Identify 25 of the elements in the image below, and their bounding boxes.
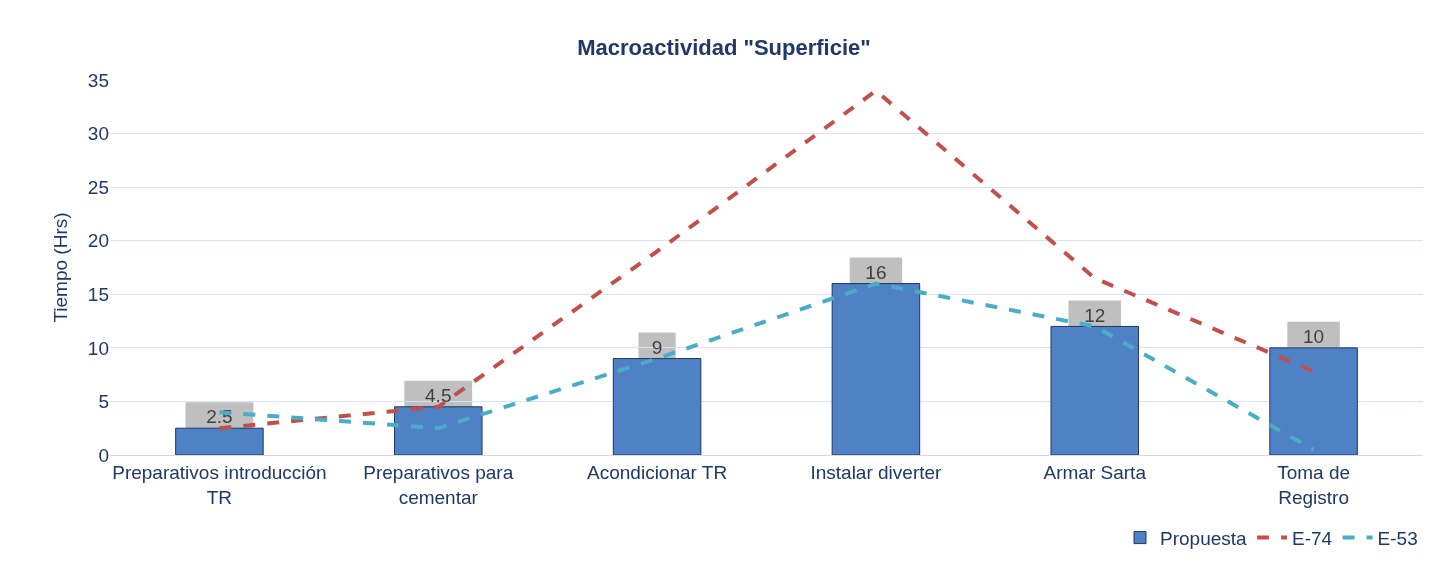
y-tick-label: 0 xyxy=(98,444,109,466)
data-label: 12 xyxy=(1084,304,1106,326)
x-tick-label: Toma de Registro xyxy=(1277,461,1351,508)
y-axis-title: Tiempo (Hrs) xyxy=(49,212,71,323)
legend-label: Propuesta xyxy=(1160,528,1248,550)
y-tick-label: 15 xyxy=(87,283,109,305)
x-tick-label: Preparativos para cementar xyxy=(363,461,514,508)
data-label: 4.5 xyxy=(425,385,452,407)
y-tick-label: 20 xyxy=(87,230,109,252)
x-tick-label: Instalar diverter xyxy=(810,461,943,483)
x-tick-label: Acondicionar TR xyxy=(587,461,728,483)
x-tick-label: Armar Sarta xyxy=(1043,461,1147,483)
data-label: 9 xyxy=(651,336,663,358)
legend-label: E-53 xyxy=(1377,528,1418,550)
bar xyxy=(612,358,702,455)
legend-label: E-74 xyxy=(1292,528,1333,550)
y-tick-label: 30 xyxy=(87,123,109,145)
x-tick-label: Preparativos introducción TR xyxy=(112,461,327,508)
y-tick-label: 10 xyxy=(87,337,109,359)
y-tick-label: 25 xyxy=(87,176,109,198)
data-label: 16 xyxy=(865,261,887,283)
chart-title: Macroactividad "Superficie" xyxy=(577,35,871,61)
y-tick-label: 5 xyxy=(98,391,109,413)
data-label: 10 xyxy=(1303,326,1325,348)
y-tick-label: 35 xyxy=(87,69,109,91)
